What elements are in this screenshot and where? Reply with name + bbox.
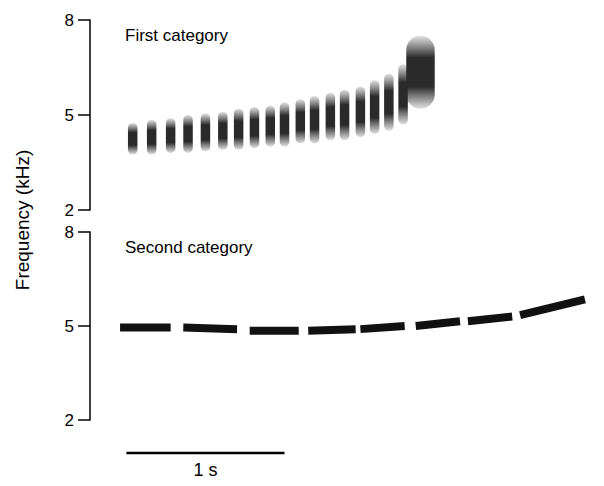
svg-text:2: 2	[65, 201, 74, 220]
svg-text:5: 5	[65, 106, 74, 125]
svg-text:8: 8	[65, 223, 74, 242]
svg-text:Second category: Second category	[125, 238, 253, 257]
svg-text:2: 2	[65, 411, 74, 430]
svg-text:1 s: 1 s	[193, 460, 217, 480]
svg-text:8: 8	[65, 11, 74, 30]
svg-text:First category: First category	[125, 26, 228, 45]
svg-text:5: 5	[65, 317, 74, 336]
svg-text:Frequency (kHz): Frequency (kHz)	[12, 150, 33, 290]
